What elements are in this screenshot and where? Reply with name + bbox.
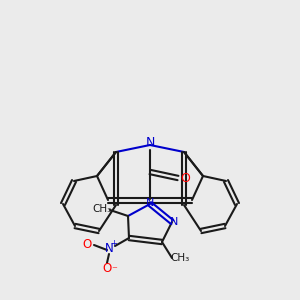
Text: O: O — [180, 172, 190, 184]
Text: CH₃: CH₃ — [170, 253, 190, 263]
Text: CH₃: CH₃ — [92, 204, 112, 214]
Text: N: N — [146, 198, 154, 208]
Text: N: N — [105, 242, 113, 256]
Text: N: N — [145, 136, 155, 149]
Text: N: N — [170, 217, 178, 227]
Text: +: + — [111, 239, 117, 248]
Text: O: O — [102, 262, 112, 275]
Text: O: O — [82, 238, 91, 251]
Text: ⁻: ⁻ — [111, 265, 117, 275]
